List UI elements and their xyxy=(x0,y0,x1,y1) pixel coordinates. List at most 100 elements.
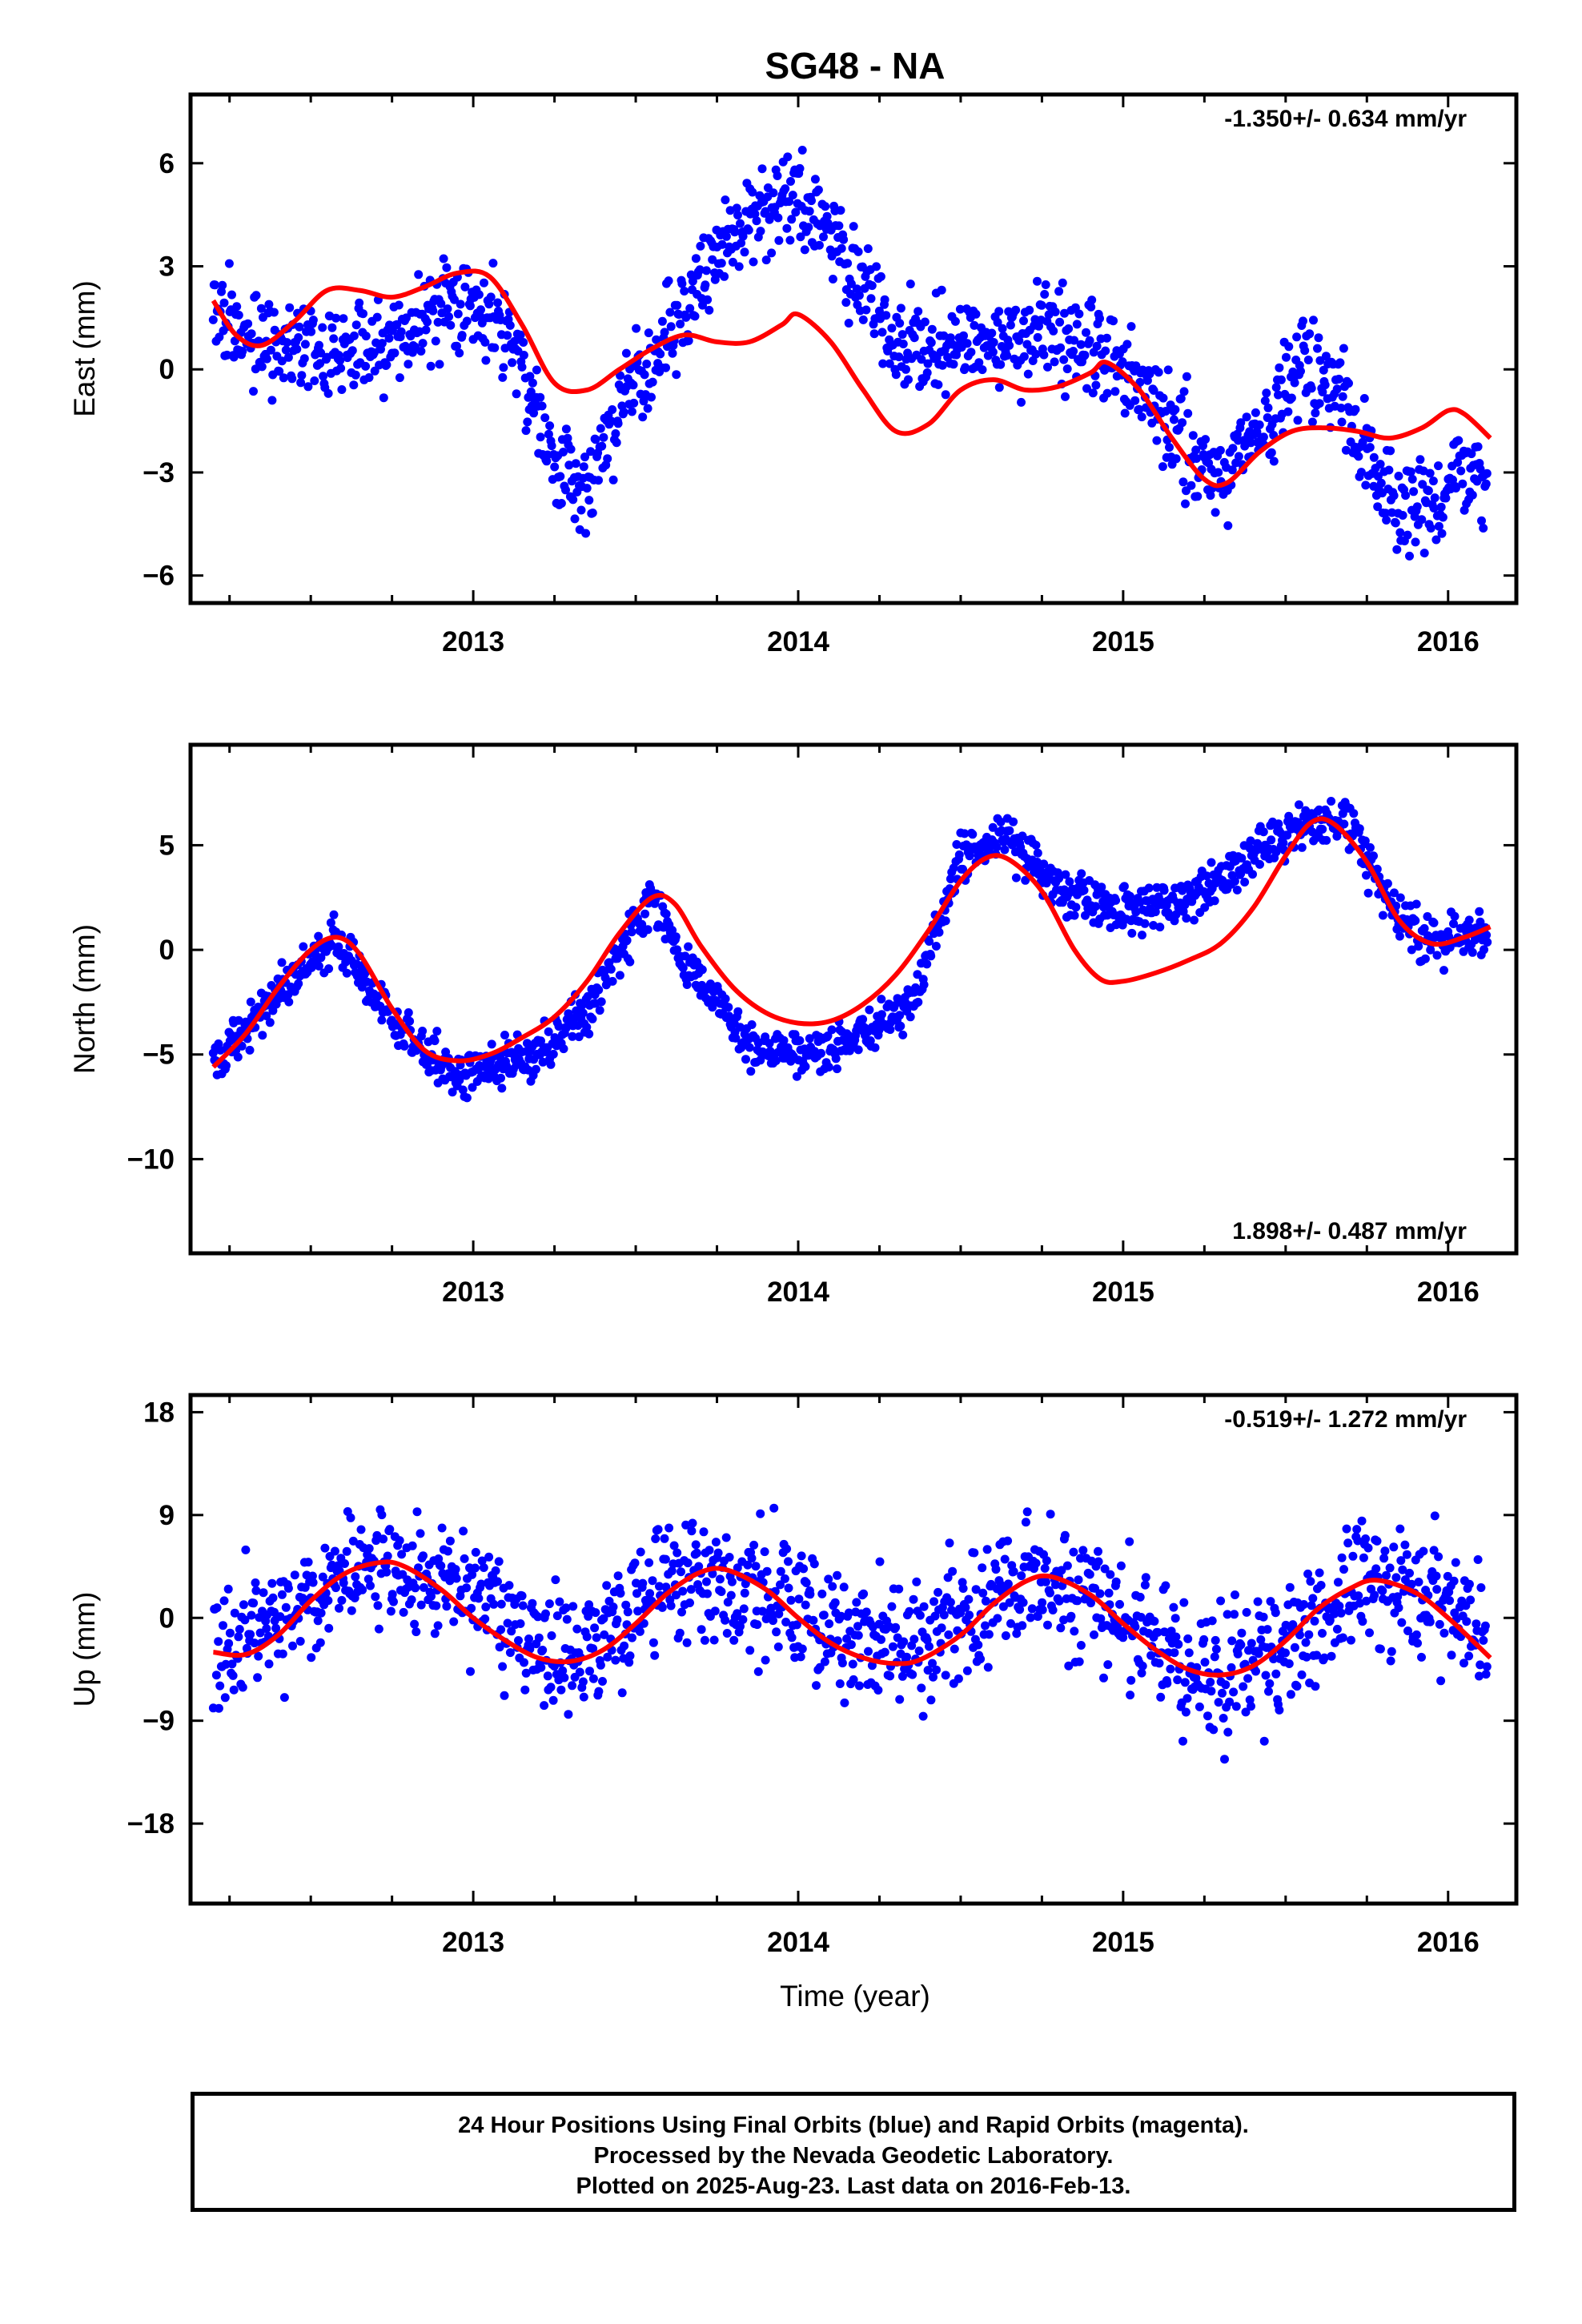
data-point xyxy=(1398,1565,1407,1574)
north-data-points xyxy=(208,797,1492,1103)
data-point xyxy=(788,191,797,200)
data-point xyxy=(588,1014,597,1023)
data-point xyxy=(1230,1610,1239,1619)
x-tick-label: 2014 xyxy=(767,626,829,657)
data-point xyxy=(976,1655,986,1664)
data-point xyxy=(786,1595,796,1605)
data-point xyxy=(455,348,464,358)
data-point xyxy=(1355,824,1364,834)
data-point xyxy=(1401,491,1411,501)
data-point xyxy=(255,1628,265,1638)
data-point xyxy=(544,1599,554,1609)
data-point xyxy=(828,275,837,283)
data-point xyxy=(1480,945,1488,955)
data-point xyxy=(950,316,960,326)
data-point xyxy=(934,927,944,937)
data-point xyxy=(1072,320,1082,329)
data-point xyxy=(503,1618,512,1628)
data-point xyxy=(316,953,326,963)
data-point xyxy=(913,997,923,1007)
data-point xyxy=(922,959,932,969)
data-point xyxy=(773,213,783,223)
data-point xyxy=(1386,446,1395,456)
data-point xyxy=(1211,1644,1221,1654)
x-tick-label: 2016 xyxy=(1417,626,1480,657)
data-point xyxy=(1322,835,1331,845)
data-point xyxy=(923,359,933,368)
data-point xyxy=(395,373,404,383)
data-point xyxy=(1227,1636,1237,1646)
data-point xyxy=(1476,1660,1485,1670)
data-point xyxy=(588,509,597,517)
data-point xyxy=(1150,1617,1159,1626)
data-point xyxy=(794,1594,804,1604)
data-point xyxy=(928,1659,937,1668)
data-point xyxy=(835,1679,845,1688)
data-point xyxy=(355,298,364,308)
data-point xyxy=(516,330,525,340)
data-point xyxy=(839,1582,849,1592)
data-point xyxy=(1136,1613,1146,1622)
data-point xyxy=(877,1010,886,1019)
y-tick-label: −3 xyxy=(143,457,175,489)
data-point xyxy=(1405,551,1414,561)
data-point xyxy=(705,1546,714,1555)
data-point xyxy=(1411,537,1420,547)
data-point xyxy=(613,1571,623,1581)
data-point xyxy=(329,334,339,344)
data-point xyxy=(822,211,832,221)
data-point xyxy=(1043,1620,1052,1630)
data-point xyxy=(327,941,336,951)
data-point xyxy=(1218,1688,1227,1698)
data-point xyxy=(736,219,745,228)
data-point xyxy=(1483,938,1492,947)
data-point xyxy=(1144,883,1154,893)
data-point xyxy=(1358,1617,1367,1626)
data-point xyxy=(1437,529,1447,538)
data-point xyxy=(1015,1605,1025,1614)
data-point xyxy=(318,1572,327,1582)
data-point xyxy=(1070,336,1079,345)
data-point xyxy=(619,408,628,416)
data-point xyxy=(702,1577,711,1586)
data-point xyxy=(960,829,970,838)
data-point xyxy=(1031,840,1041,850)
data-point xyxy=(965,851,974,861)
data-point xyxy=(703,1589,712,1598)
data-point xyxy=(1290,1642,1299,1652)
data-point xyxy=(247,329,256,339)
data-point xyxy=(695,265,705,275)
data-point xyxy=(315,359,325,368)
data-point xyxy=(1262,388,1271,398)
data-point xyxy=(603,1652,612,1662)
data-point xyxy=(1436,1676,1446,1686)
data-point xyxy=(937,285,946,295)
data-point xyxy=(635,1626,644,1636)
data-point xyxy=(1316,1581,1326,1590)
data-point xyxy=(728,257,737,267)
data-point xyxy=(701,266,711,275)
data-point xyxy=(538,1057,548,1067)
data-point xyxy=(418,339,428,348)
data-point xyxy=(484,300,494,309)
data-point xyxy=(1429,1546,1439,1555)
x-tick-label: 2015 xyxy=(1092,626,1154,657)
data-point xyxy=(1311,1682,1320,1691)
data-point xyxy=(681,312,691,322)
data-point xyxy=(688,276,697,286)
data-point xyxy=(721,994,730,1003)
data-point xyxy=(767,248,777,258)
data-point xyxy=(295,322,304,332)
data-point xyxy=(364,373,374,382)
data-point xyxy=(1251,408,1260,417)
data-point xyxy=(878,359,888,368)
data-point xyxy=(1153,1627,1162,1637)
data-point xyxy=(1000,845,1010,854)
data-point xyxy=(439,254,448,263)
data-point xyxy=(753,1667,763,1676)
data-point xyxy=(1162,1679,1172,1688)
data-point xyxy=(407,1595,416,1605)
data-point xyxy=(211,280,219,290)
data-point xyxy=(584,496,594,505)
data-point xyxy=(536,432,545,442)
